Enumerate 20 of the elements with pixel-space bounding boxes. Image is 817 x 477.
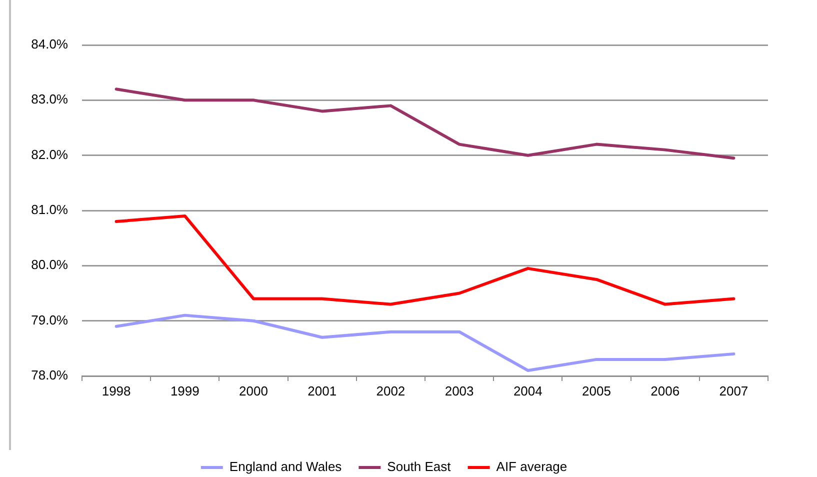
x-tick-label: 2007 <box>719 383 748 398</box>
x-tick-label: 2000 <box>239 383 268 398</box>
x-tick-label: 2002 <box>376 383 406 398</box>
x-tick-label: 1998 <box>102 383 131 398</box>
y-tick-label: 81.0% <box>31 202 68 218</box>
x-tick-label: 2005 <box>582 383 611 398</box>
x-tick-label: 2004 <box>513 383 542 398</box>
x-tick-label: 2006 <box>650 383 680 398</box>
y-tick-label: 80.0% <box>31 257 68 272</box>
legend-label: AIF average <box>496 459 568 474</box>
x-tick-label: 2001 <box>308 383 337 398</box>
legend-label: South East <box>387 459 452 474</box>
legend-label: England and Wales <box>229 459 342 474</box>
x-tick-label: 2003 <box>444 383 474 398</box>
y-tick-label: 83.0% <box>31 92 68 107</box>
y-tick-label: 82.0% <box>31 146 68 162</box>
y-tick-label: 84.0% <box>31 36 68 52</box>
y-tick-label: 79.0% <box>31 312 68 328</box>
y-tick-label: 78.0% <box>31 368 68 383</box>
x-tick-label: 1999 <box>170 383 200 398</box>
